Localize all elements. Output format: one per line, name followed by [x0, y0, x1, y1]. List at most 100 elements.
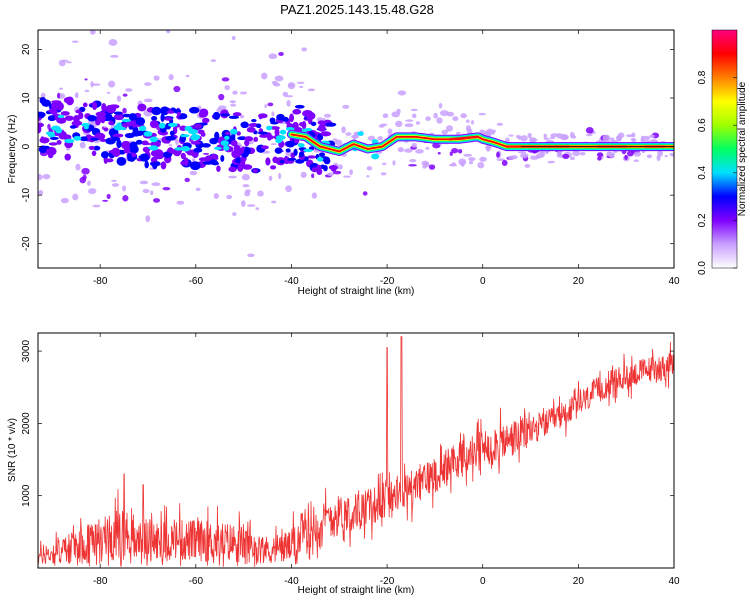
- heatmap-cell: [45, 149, 56, 153]
- heatmap-cell: [228, 166, 237, 173]
- colorbar-label: Normalized spectral amplitude: [737, 81, 748, 216]
- heatmap-cell: [160, 106, 170, 116]
- heatmap-cell: [311, 173, 315, 178]
- heatmap-cell: [88, 188, 97, 195]
- heatmap-cell: [274, 128, 280, 137]
- heatmap-cell: [167, 149, 176, 154]
- heatmap-cell: [160, 113, 165, 122]
- heatmap-cell: [327, 172, 335, 177]
- heatmap-cell: [191, 158, 196, 163]
- x-tick-label: -80: [93, 276, 108, 287]
- heatmap-cell: [570, 135, 577, 139]
- heatmap-cell: [137, 103, 147, 112]
- snr-line: [38, 336, 674, 568]
- heatmap-cell: [197, 129, 205, 135]
- heatmap-cell: [496, 122, 504, 126]
- heatmap-cell: [91, 150, 97, 157]
- heatmap-cell: [78, 111, 84, 120]
- heatmap-cell: [66, 61, 72, 64]
- heatmap-cell: [91, 83, 101, 86]
- heatmap-cell: [367, 135, 376, 141]
- heatmap-cell: [349, 169, 353, 176]
- heatmap-cell: [609, 137, 615, 142]
- heatmap-cell: [184, 126, 193, 132]
- heatmap-cell: [650, 139, 658, 143]
- heatmap-cell: [382, 113, 389, 119]
- heatmap-cell: [586, 133, 593, 137]
- heatmap-cell: [395, 120, 403, 128]
- heatmap-cell: [397, 90, 407, 96]
- heatmap-cell: [247, 204, 256, 207]
- heatmap-cell: [311, 192, 318, 199]
- heatmap-cell: [100, 114, 106, 124]
- heatmap-cell: [220, 154, 225, 162]
- heatmap-cell: [149, 136, 158, 143]
- snr-x-ticks: -80 -60 -40 -20 0 20 40: [93, 333, 680, 587]
- heatmap-cell: [317, 133, 322, 140]
- heatmap-cell: [108, 80, 116, 88]
- heatmap-cell: [501, 159, 508, 167]
- heatmap-cell: [245, 189, 251, 193]
- heatmap-cell: [271, 200, 277, 204]
- snr-x-axis-label: Height of straight line (km): [298, 585, 415, 596]
- heatmap-cell: [50, 106, 58, 116]
- heatmap-cell: [205, 155, 212, 162]
- heatmap-cell: [527, 132, 532, 139]
- heatmap-cell: [40, 92, 46, 99]
- heatmap-cell: [529, 155, 539, 160]
- heatmap-cell: [633, 159, 639, 162]
- x-tick-label: -60: [189, 576, 204, 587]
- heatmap-cell: [174, 138, 178, 143]
- heatmap-cell: [341, 126, 346, 134]
- heatmap-cell: [649, 134, 655, 138]
- x-tick-label: 0: [480, 576, 486, 587]
- heatmap-cell: [195, 187, 201, 192]
- heatmap-cell: [101, 103, 107, 112]
- heatmap-cell: [166, 30, 171, 34]
- heatmap-cell: [111, 147, 120, 156]
- heatmap-cell: [73, 135, 82, 141]
- colorbar-ticks: 0.0 0.2 0.4 0.6 0.8: [697, 70, 737, 275]
- heatmap-cell: [79, 136, 90, 142]
- heatmap-cell: [59, 87, 64, 90]
- heatmap-cell: [562, 153, 570, 159]
- heatmap-cell: [572, 150, 581, 157]
- heatmap-cell: [306, 155, 317, 159]
- heatmap-cell: [40, 136, 45, 143]
- heatmap-cell: [229, 128, 238, 135]
- heatmap-cell: [415, 149, 424, 154]
- heatmap-cell: [602, 134, 611, 142]
- heatmap-cell: [220, 113, 231, 117]
- heatmap-cell: [441, 129, 448, 135]
- heatmap-cell: [378, 124, 385, 128]
- heatmap-cell: [105, 104, 117, 114]
- heatmap-cell: [579, 152, 586, 156]
- heatmap-cell: [64, 153, 71, 161]
- heatmap-cell: [193, 147, 203, 153]
- heatmap-cell: [320, 164, 326, 170]
- heatmap-cell: [669, 152, 674, 157]
- heatmap-cell: [439, 110, 449, 117]
- heatmap-cell: [246, 127, 256, 133]
- heatmap-cell: [150, 150, 161, 157]
- heatmap-cell: [271, 111, 275, 117]
- heatmap-cell: [224, 85, 230, 91]
- heatmap-cell: [285, 148, 291, 153]
- heatmap-cell: [64, 115, 74, 121]
- heatmap-cell: [190, 140, 201, 145]
- y-tick-label: 0: [21, 143, 32, 149]
- heatmap-cell: [38, 111, 46, 118]
- heatmap-cell: [606, 152, 616, 157]
- heatmap-cell: [342, 104, 350, 109]
- heatmap-cell: [81, 123, 90, 127]
- heatmap-cell: [239, 91, 248, 95]
- colorbar: 0.0 0.2 0.4 0.6 0.8 Normalized spectral ampl…: [697, 29, 748, 275]
- heatmap-cell: [221, 77, 230, 82]
- heatmap-cell: [543, 133, 548, 139]
- heatmap-cell: [198, 112, 205, 118]
- x-tick-label: 20: [573, 576, 585, 587]
- heatmap-cell: [210, 59, 217, 63]
- heatmap-cell: [624, 154, 628, 160]
- x-tick-label: 20: [573, 276, 585, 287]
- heatmap-cell: [387, 128, 393, 135]
